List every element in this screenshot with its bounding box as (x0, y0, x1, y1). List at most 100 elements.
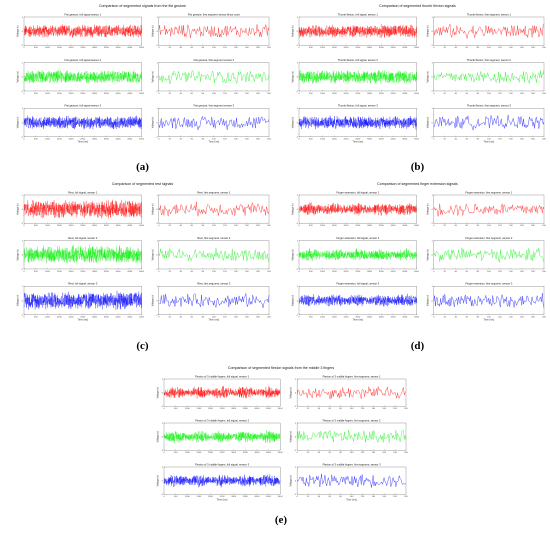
segment-ytick-label: 1 (432, 108, 434, 110)
full-xtick-label: 2500 (355, 138, 361, 140)
full-xtick-label: 0 (298, 225, 300, 227)
segment-title: Flexion of 3 middle fingers, first segme… (323, 462, 382, 466)
full-xtick-label: 2500 (80, 93, 86, 95)
full-xtick-label: 0 (23, 138, 25, 140)
full-ytick-label: 0 (297, 255, 299, 257)
full-ytick-label: -1 (21, 45, 24, 47)
segment-ylabel: Voltage (v) (426, 249, 429, 261)
full-xtick-label: 2000 (208, 452, 214, 454)
segment-xtick-label: 80 (202, 271, 205, 273)
full-xtick-label: 2000 (69, 225, 75, 227)
segment-xtick-label: 200 (267, 47, 271, 49)
full-xtick-label: 1000 (45, 316, 51, 318)
full-ylabel: Voltage (v) (17, 295, 20, 307)
segment-xtick-label: 20 (444, 138, 447, 140)
full-signal-line-sensor-1 (163, 385, 281, 399)
segment-xtick-label: 80 (339, 452, 342, 454)
segment-ytick-label: -1 (431, 136, 434, 138)
segment-xtick-label: 80 (339, 496, 342, 498)
full-xtick-label: 2000 (344, 93, 350, 95)
segment-ytick-label: -1 (431, 45, 434, 47)
segment-ytick-label: 0 (157, 300, 159, 302)
segment-xtick-label: 100 (487, 316, 491, 318)
segment-ytick-label: 0 (432, 31, 434, 33)
segment-xtick-label: 60 (191, 225, 194, 227)
panel-caption: (b) (411, 161, 425, 173)
segment-xtick-label: 180 (393, 496, 397, 498)
segment-xtick-label: 0 (158, 316, 160, 318)
full-xtick-label: 5000 (278, 496, 284, 498)
segment-xtick-label: 160 (382, 408, 386, 410)
full-signal-line-sensor-1 (23, 24, 142, 38)
full-xtick-label: 5000 (139, 93, 145, 95)
full-xtick-label: 2500 (220, 452, 226, 454)
full-xtick-label: 500 (309, 271, 313, 273)
full-xlabel: Time (ms) (217, 498, 228, 501)
full-xtick-label: 500 (174, 452, 178, 454)
full-xtick-label: 2000 (344, 47, 350, 49)
segment-xtick-label: 200 (542, 316, 546, 318)
full-ylabel: Voltage (v) (292, 25, 295, 37)
segment-xtick-label: 120 (223, 225, 227, 227)
segment-signal-line-sensor-2 (158, 70, 270, 84)
segment-xtick-label: 60 (191, 47, 194, 49)
segment-signal-line-sensor-1 (433, 203, 545, 217)
full-xtick-label: 500 (34, 138, 38, 140)
full-xtick-label: 4500 (127, 271, 133, 273)
full-xtick-label: 2000 (344, 225, 350, 227)
segment-signal-line-sensor-2 (296, 429, 407, 443)
segment-xtick-label: 0 (433, 93, 435, 95)
full-ytick-label: 1 (22, 62, 24, 64)
full-xtick-label: 2500 (355, 225, 361, 227)
full-xtick-label: 1500 (57, 225, 63, 227)
segment-ytick-label: 0 (432, 255, 434, 257)
full-xtick-label: 2000 (69, 93, 75, 95)
segment-title: Finger extension, first segment, sensor … (465, 236, 512, 240)
full-xtick-label: 500 (309, 93, 313, 95)
full-ytick-label: 1 (22, 240, 24, 242)
segment-ytick-label: 0 (295, 436, 297, 438)
full-title: Fist gesture, full signal sensor 3 (65, 104, 102, 108)
full-xtick-label: 3500 (243, 408, 249, 410)
segment-title: Thumb flexion, first segment, sensor 3 (467, 104, 512, 108)
segment-xtick-label: 200 (542, 225, 546, 227)
full-xtick-label: 1500 (57, 138, 63, 140)
full-xlabel: Time (ms) (352, 319, 363, 322)
segment-xtick-label: 80 (202, 93, 205, 95)
full-signal-line-sensor-2 (23, 245, 142, 264)
segment-xtick-label: 180 (531, 93, 535, 95)
full-xtick-label: 2000 (69, 316, 75, 318)
full-ytick-label: -1 (296, 45, 299, 47)
full-xtick-label: 5000 (414, 225, 420, 227)
full-xtick-label: 0 (298, 316, 300, 318)
full-xtick-label: 3500 (104, 93, 110, 95)
segment-ytick-label: 0 (157, 209, 159, 211)
segment-xtick-label: 100 (350, 408, 354, 410)
full-xtick-label: 2500 (355, 316, 361, 318)
full-xtick-label: 4500 (127, 316, 133, 318)
segment-title: Rest, first segment, sensor 3 (197, 282, 231, 286)
segment-xtick-label: 80 (477, 93, 480, 95)
segment-ytick-label: -1 (156, 45, 159, 47)
full-xtick-label: 2500 (80, 271, 86, 273)
segment-xtick-label: 160 (520, 47, 524, 49)
full-ytick-label: 0 (22, 122, 24, 124)
segment-xtick-label: 160 (382, 452, 386, 454)
segment-xtick-label: 160 (245, 316, 249, 318)
segment-ytick-label: 1 (157, 195, 159, 197)
full-ytick-label: -1 (21, 269, 24, 271)
full-ylabel: Voltage (v) (17, 71, 20, 83)
segment-xtick-label: 200 (542, 93, 546, 95)
segment-xtick-label: 100 (212, 271, 216, 273)
segment-title: Fist gesture, first segment sensor flexo… (188, 12, 240, 16)
segment-ytick-label: -1 (156, 91, 159, 93)
full-xtick-label: 4500 (402, 47, 408, 49)
segment-axes-box (158, 240, 270, 270)
segment-xtick-label: 140 (372, 452, 376, 454)
full-xtick-label: 1000 (185, 452, 191, 454)
segment-xtick-label: 200 (267, 271, 271, 273)
segment-xtick-label: 0 (433, 138, 435, 140)
panel-caption: (c) (136, 340, 149, 352)
full-ytick-label: 1 (297, 240, 299, 242)
full-signal-line-sensor-3 (298, 293, 417, 307)
